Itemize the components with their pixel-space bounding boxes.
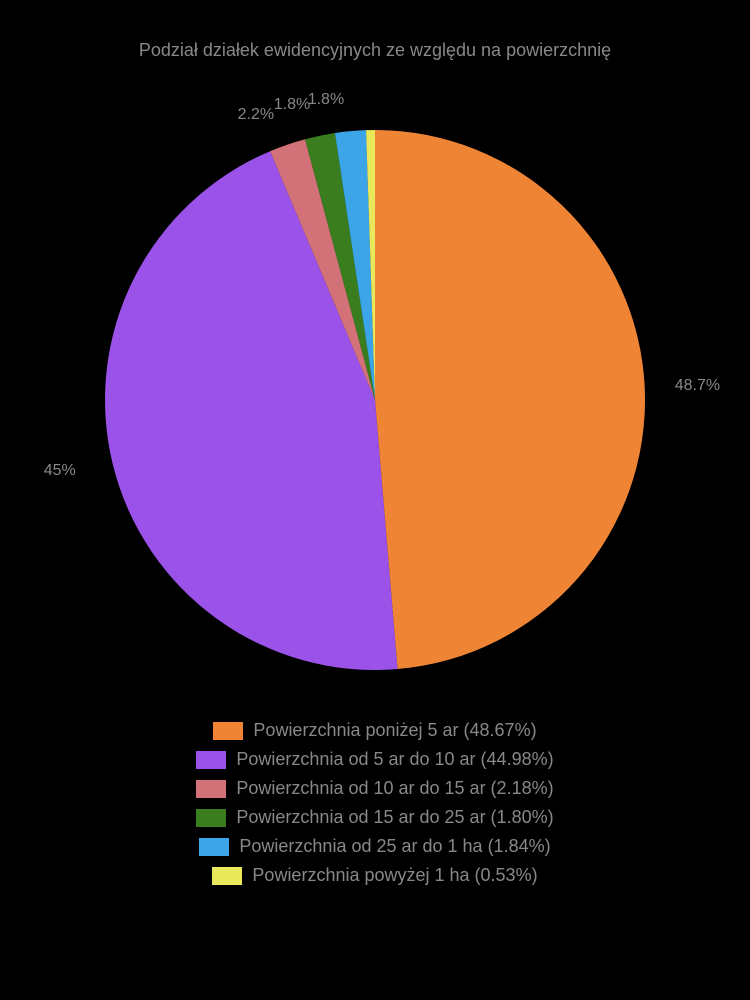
slice-label-2: 2.2% <box>238 106 274 124</box>
legend-item-1: Powierzchnia od 5 ar do 10 ar (44.98%) <box>75 749 675 770</box>
legend-swatch-4 <box>199 838 229 856</box>
legend-swatch-2 <box>196 780 226 798</box>
legend-label-5: Powierzchnia powyżej 1 ha (0.53%) <box>252 865 537 886</box>
legend-item-4: Powierzchnia od 25 ar do 1 ha (1.84%) <box>75 836 675 857</box>
legend-item-5: Powierzchnia powyżej 1 ha (0.53%) <box>75 865 675 886</box>
legend-label-0: Powierzchnia poniżej 5 ar (48.67%) <box>253 720 536 741</box>
legend-item-2: Powierzchnia od 10 ar do 15 ar (2.18%) <box>75 778 675 799</box>
legend-item-0: Powierzchnia poniżej 5 ar (48.67%) <box>75 720 675 741</box>
legend-label-1: Powierzchnia od 5 ar do 10 ar (44.98%) <box>236 749 553 770</box>
pie-chart: 48.7%45%2.2%1.8%1.8% <box>95 120 655 680</box>
pie-slice-0 <box>375 130 645 669</box>
legend-item-3: Powierzchnia od 15 ar do 25 ar (1.80%) <box>75 807 675 828</box>
legend-label-3: Powierzchnia od 15 ar do 25 ar (1.80%) <box>236 807 553 828</box>
slice-label-4: 1.8% <box>308 91 344 109</box>
legend-swatch-0 <box>213 722 243 740</box>
legend-label-2: Powierzchnia od 10 ar do 15 ar (2.18%) <box>236 778 553 799</box>
slice-label-3: 1.8% <box>274 96 310 114</box>
legend-label-4: Powierzchnia od 25 ar do 1 ha (1.84%) <box>239 836 550 857</box>
slice-label-0: 48.7% <box>675 377 720 395</box>
legend-swatch-1 <box>196 751 226 769</box>
chart-title: Podział działek ewidencyjnych ze względu… <box>0 0 750 61</box>
legend-swatch-5 <box>212 867 242 885</box>
legend-swatch-3 <box>196 809 226 827</box>
slice-label-1: 45% <box>44 462 76 480</box>
legend: Powierzchnia poniżej 5 ar (48.67%) Powier… <box>75 720 675 894</box>
